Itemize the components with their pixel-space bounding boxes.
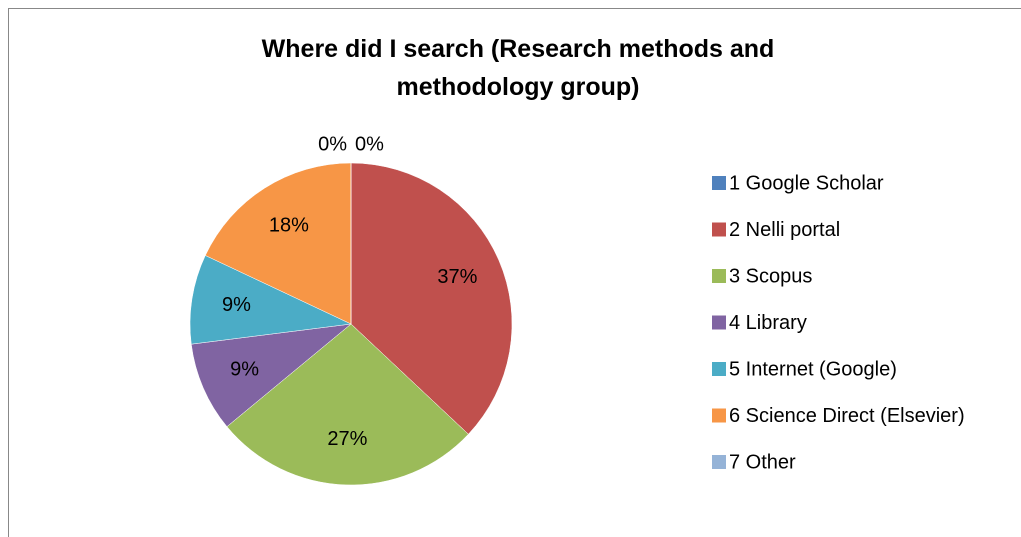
legend-label: 7 Other (729, 451, 796, 473)
pie-slice (190, 323, 352, 427)
data-label: 9% (222, 294, 251, 316)
data-label: 9% (230, 358, 259, 380)
legend-label: 4 Library (729, 312, 807, 334)
chart-border (8, 8, 1021, 537)
legend-swatch (712, 315, 726, 330)
pie-slice (189, 255, 352, 345)
legend-swatch (712, 269, 726, 283)
chart-title: Where did I search (Research methods and… (261, 35, 775, 101)
pie-slice (350, 162, 513, 435)
pie-slice (204, 162, 352, 325)
legend-swatch (712, 408, 726, 423)
data-label: 27% (327, 428, 367, 450)
legend-swatch (712, 222, 726, 237)
data-label: 37% (437, 266, 477, 288)
legend-swatch (712, 455, 726, 469)
legend-swatch (712, 362, 726, 376)
legend-label: 6 Science Direct (Elsevier) (729, 405, 965, 427)
data-label: 0% (355, 133, 384, 155)
legend-label: 3 Scopus (729, 265, 812, 287)
legend-swatch (712, 176, 726, 190)
legend-label: 5 Internet (Google) (729, 358, 897, 380)
data-label: 18% (269, 214, 309, 236)
pie-slice (226, 323, 469, 486)
legend-label: 2 Nelli portal (729, 219, 840, 241)
legend-label: 1 Google Scholar (729, 172, 884, 194)
data-label: 0% (318, 133, 347, 155)
